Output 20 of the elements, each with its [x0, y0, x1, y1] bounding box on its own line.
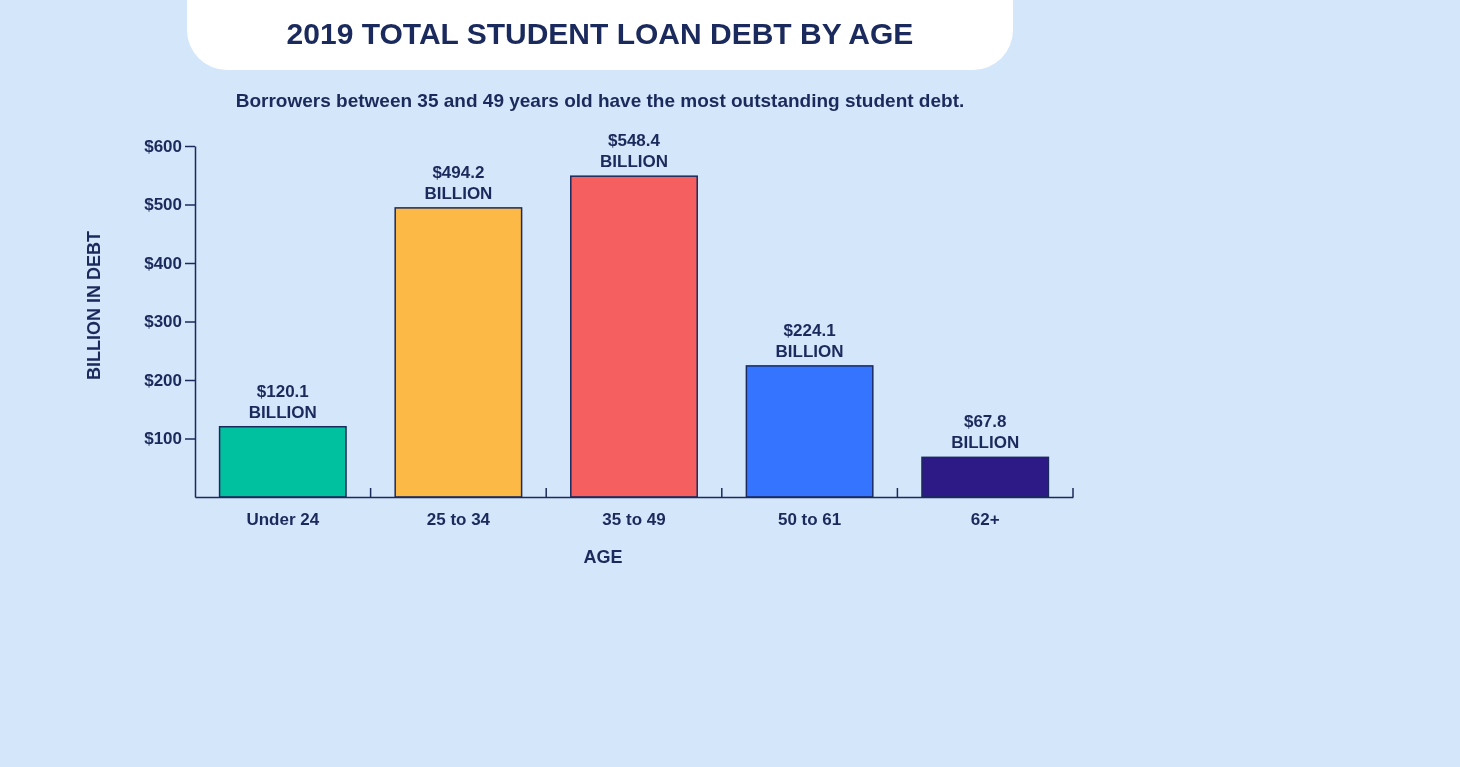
- y-tick-label: $600: [144, 136, 182, 156]
- x-tick-label: 50 to 61: [777, 510, 842, 530]
- y-tick-label: $100: [144, 429, 182, 449]
- y-tick-label: $300: [144, 312, 182, 332]
- data-label: $494.2 BILLION: [424, 162, 493, 203]
- data-label: $120.1 BILLION: [248, 381, 317, 422]
- x-tick-label: 25 to 34: [426, 510, 491, 530]
- chart-subtitle: Borrowers between 35 and 49 years old have the most outstanding student debt.: [235, 90, 965, 111]
- data-label: $67.8 BILLION: [951, 412, 1020, 453]
- y-tick-label: $200: [144, 370, 182, 390]
- y-tick-label: $500: [144, 195, 182, 215]
- x-tick-label: 35 to 49: [602, 510, 666, 530]
- data-label: $224.1 BILLION: [775, 320, 844, 361]
- chart-title: 2019 TOTAL STUDENT LOAN DEBT BY AGE: [286, 17, 914, 50]
- y-axis-title: BILLION IN DEBT: [84, 231, 104, 380]
- data-label: $548.4 BILLION: [600, 131, 668, 172]
- x-tick-label: Under 24: [246, 510, 320, 530]
- x-tick-label: 62+: [970, 510, 1000, 530]
- x-axis-title: AGE: [583, 547, 623, 567]
- y-tick-label: $400: [144, 253, 182, 273]
